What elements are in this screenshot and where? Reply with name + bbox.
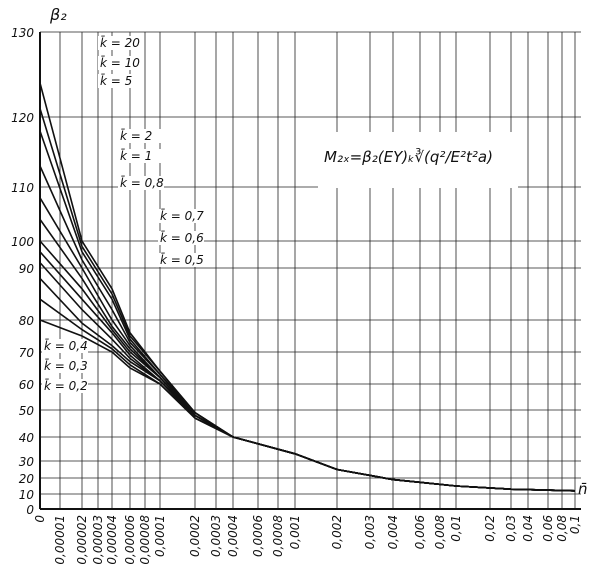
x-tick-label: 0,0006 xyxy=(251,515,265,557)
x-tick-label: 0 xyxy=(33,515,47,523)
x-tick-label: 0,0001 xyxy=(153,515,167,557)
legend-bg xyxy=(118,149,164,163)
legend-bg xyxy=(158,231,204,245)
x-tick-label: 0,004 xyxy=(386,515,400,549)
y-tick-label: 50 xyxy=(19,404,35,418)
legend-label: k̄ = 0,3 xyxy=(44,359,88,373)
legend-bg xyxy=(98,36,144,50)
x-tick-label: 0,0004 xyxy=(226,515,240,557)
x-tick-label: 0,1 xyxy=(568,515,582,534)
x-tick-label: 0,08 xyxy=(555,515,569,542)
x-tick-label: 0,00004 xyxy=(105,515,119,565)
x-tick-label: 0,01 xyxy=(449,515,463,542)
legend-label: k̄ = 10 xyxy=(100,56,140,70)
legend-bg xyxy=(42,359,88,373)
y-tick-label: 100 xyxy=(11,235,34,249)
legend-bg xyxy=(118,129,164,143)
legend-label: k̄ = 0,5 xyxy=(160,253,204,267)
legend-bg xyxy=(158,209,204,223)
y-tick-label: 80 xyxy=(19,314,35,328)
y-axis-label: β₂ xyxy=(49,5,67,24)
legend-bg xyxy=(118,176,164,190)
x-tick-label: 0,0008 xyxy=(271,515,285,557)
annotation: M₂ₓ=β₂(EY)ₖ∛(q²/E²t²a) xyxy=(324,148,493,166)
legend-label: k̄ = 0,4 xyxy=(44,339,88,353)
x-tick-label: 0,00001 xyxy=(53,515,67,565)
y-tick-label: 40 xyxy=(19,431,35,445)
x-tick-label: 0,00002 xyxy=(75,515,89,565)
annotation-box xyxy=(318,132,518,188)
y-tick-label: 10 xyxy=(19,488,35,502)
legend-label: k̄ = 2 xyxy=(120,129,152,143)
y-tick-label: 20 xyxy=(19,472,35,486)
legend-label: k̄ = 1 xyxy=(120,149,152,163)
x-tick-label: 0,02 xyxy=(483,515,497,542)
x-tick-label: 0,001 xyxy=(288,515,302,549)
x-tick-label: 0,003 xyxy=(363,515,377,549)
y-tick-label: 120 xyxy=(11,111,34,125)
legend-bg xyxy=(42,339,88,353)
y-tick-label: 130 xyxy=(11,26,34,40)
y-tick-label: 30 xyxy=(19,455,35,469)
y-tick-label: 110 xyxy=(11,181,34,195)
legend-bg xyxy=(42,379,88,393)
x-tick-label: 0,0002 xyxy=(188,515,202,557)
x-tick-label: 0,03 xyxy=(504,515,518,542)
legend-bg xyxy=(158,253,204,267)
x-tick-label: 0,06 xyxy=(541,515,555,542)
legend-label: k̄ = 0,8 xyxy=(120,176,164,190)
x-tick-label: 0,00003 xyxy=(91,515,105,565)
x-axis-label: n̄ xyxy=(578,480,588,498)
legend-bg xyxy=(98,74,144,88)
x-tick-label: 0,00006 xyxy=(123,515,137,565)
y-tick-label: 90 xyxy=(19,262,35,276)
x-tick-label: 0,008 xyxy=(433,515,447,550)
y-tick-label: 0 xyxy=(26,503,34,517)
curve xyxy=(39,319,576,492)
legend-label: k̄ = 20 xyxy=(100,36,140,50)
y-tick-label: 70 xyxy=(19,346,35,360)
legend-label: k̄ = 0,7 xyxy=(160,209,204,223)
x-tick-label: 0,00008 xyxy=(138,515,152,565)
y-tick-label: 60 xyxy=(19,378,35,392)
x-tick-label: 0,0003 xyxy=(209,515,223,557)
x-tick-label: 0,002 xyxy=(330,515,344,549)
x-tick-label: 0,04 xyxy=(521,515,535,542)
x-tick-label: 0,006 xyxy=(413,515,427,550)
legend-label: k̄ = 0,6 xyxy=(160,231,204,245)
legend-bg xyxy=(98,56,144,70)
legend-label: k̄ = 0,2 xyxy=(44,379,88,393)
legend-label: k̄ = 5 xyxy=(100,74,132,88)
